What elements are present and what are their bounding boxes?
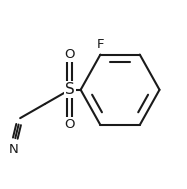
Text: O: O bbox=[64, 118, 75, 131]
Text: S: S bbox=[65, 82, 75, 97]
Text: O: O bbox=[64, 48, 75, 61]
Text: F: F bbox=[97, 38, 104, 51]
Text: N: N bbox=[9, 143, 19, 156]
